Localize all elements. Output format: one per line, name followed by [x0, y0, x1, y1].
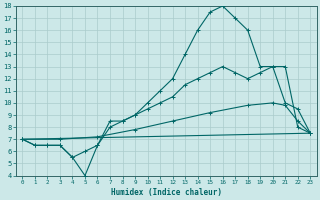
X-axis label: Humidex (Indice chaleur): Humidex (Indice chaleur): [111, 188, 222, 197]
